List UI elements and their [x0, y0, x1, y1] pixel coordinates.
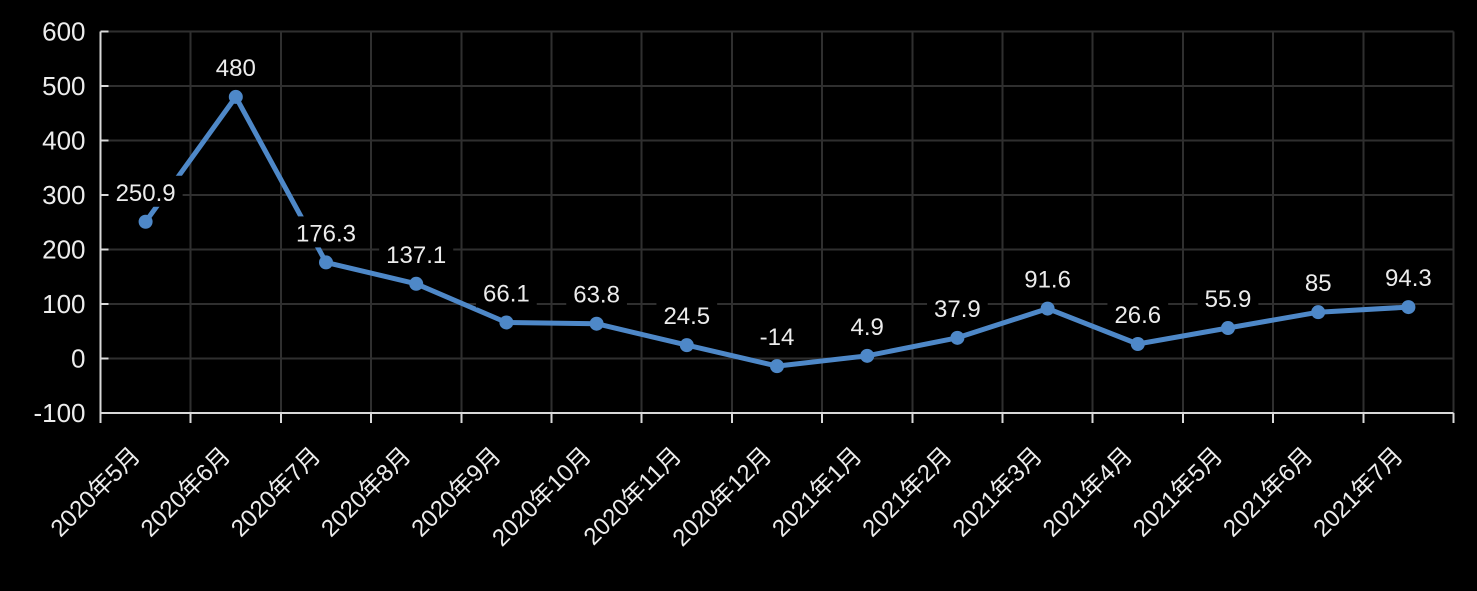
data-label-box: [1107, 298, 1169, 330]
data-label: 176.3: [296, 220, 356, 247]
data-point-marker: [770, 359, 784, 374]
data-label: 480: [216, 55, 256, 82]
y-tick-label: 0: [71, 344, 85, 374]
y-tick-label: 500: [42, 71, 85, 101]
data-label-box: [1297, 266, 1339, 298]
data-point-marker: [138, 214, 153, 229]
data-label-box: [1017, 262, 1078, 294]
data-label: 24.5: [663, 303, 710, 330]
data-point-marker: [409, 276, 424, 291]
data-point-marker: [499, 315, 514, 330]
data-label-box: [843, 309, 891, 341]
data-label: 63.8: [573, 282, 620, 309]
data-label: 137.1: [386, 242, 446, 269]
y-tick-label: -100: [33, 398, 85, 428]
data-point-marker: [679, 338, 694, 353]
data-point-marker: [860, 348, 875, 363]
data-point-marker: [1311, 305, 1326, 320]
y-tick-label: 400: [42, 126, 85, 156]
data-label-box: [752, 320, 802, 352]
y-tick-label: 300: [42, 180, 85, 210]
data-label: -14: [760, 324, 795, 351]
data-point-marker: [950, 330, 965, 345]
data-label-box: [1378, 261, 1439, 293]
data-label: 66.1: [483, 280, 530, 307]
data-point-marker: [1401, 300, 1416, 315]
data-label: 55.9: [1205, 286, 1252, 313]
data-label: 94.3: [1385, 265, 1432, 292]
data-label-box: [288, 216, 364, 248]
data-point-marker: [1040, 301, 1055, 316]
data-label: 26.6: [1114, 302, 1161, 329]
data-label-box: [108, 175, 183, 207]
y-tick-label: 100: [42, 289, 85, 319]
data-point-marker: [228, 89, 243, 104]
data-label-box: [208, 50, 263, 82]
data-label-box: [656, 299, 718, 331]
data-point-marker: [1221, 321, 1235, 336]
data-label: 250.9: [116, 180, 176, 207]
data-label-box: [1197, 282, 1259, 314]
data-point-marker: [1130, 337, 1145, 352]
y-tick-label: 600: [42, 17, 85, 47]
data-label: 4.9: [851, 314, 884, 341]
data-point-marker: [319, 255, 333, 270]
data-label-box: [566, 277, 627, 309]
data-point-marker: [589, 316, 604, 331]
data-label-box: [927, 291, 988, 323]
data-label: 37.9: [934, 296, 981, 323]
data-label: 91.6: [1024, 267, 1071, 294]
data-label: 85: [1305, 270, 1332, 297]
data-label-box: [379, 237, 454, 269]
data-label-box: [476, 276, 537, 308]
y-tick-label: 200: [42, 235, 85, 265]
